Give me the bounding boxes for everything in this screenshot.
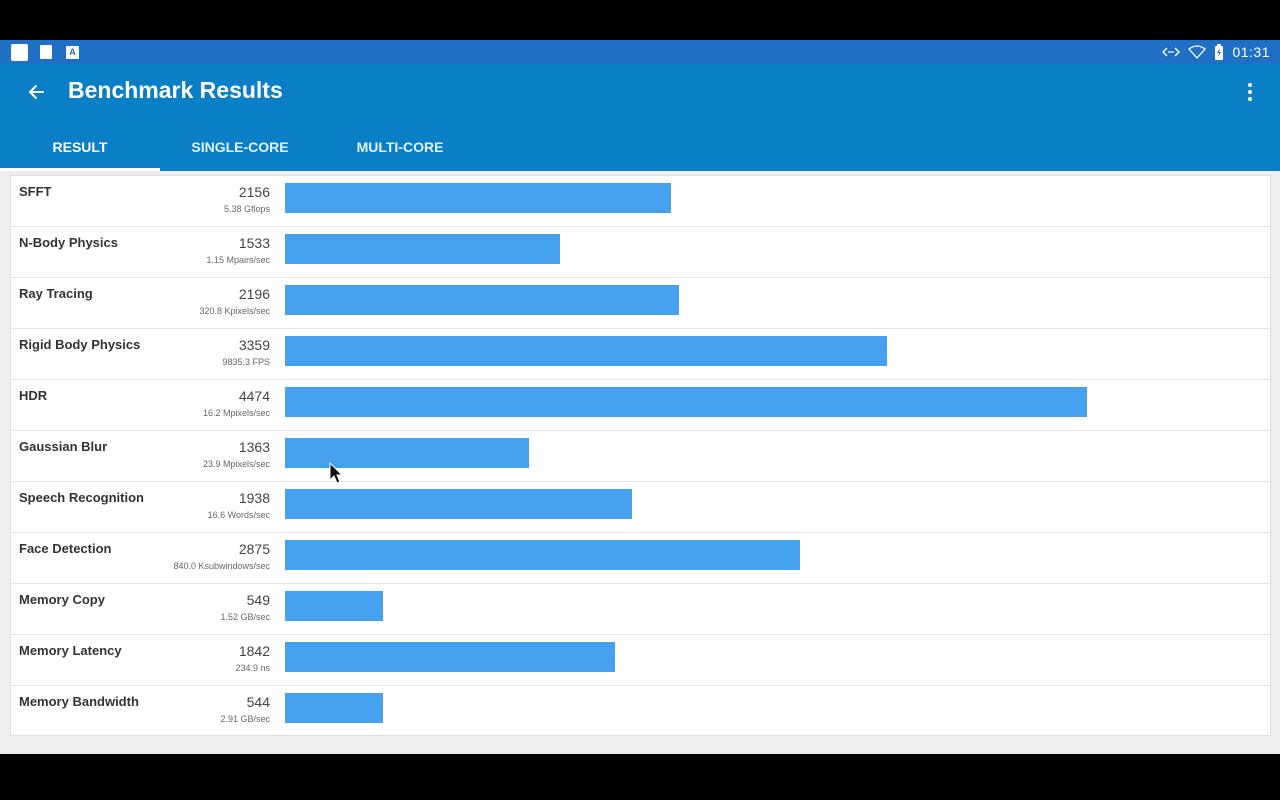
- result-detail: 16.6 Words/sec: [207, 510, 270, 520]
- result-score: 2156: [238, 184, 270, 200]
- tab-single-core[interactable]: SINGLE-CORE: [191, 139, 289, 155]
- result-bar: [285, 234, 560, 264]
- result-bar: [285, 693, 383, 723]
- overflow-menu-button[interactable]: [1238, 78, 1262, 106]
- mouse-cursor-icon: [329, 462, 344, 484]
- result-row: Ray Tracing 2196 320.8 Kpixels/sec: [11, 278, 1270, 329]
- result-row: SFFT 2156 5.38 Gflops: [11, 176, 1270, 227]
- result-bar: [285, 387, 1087, 417]
- result-score: 2875: [238, 541, 270, 557]
- result-row: HDR 4474 16.2 Mpixels/sec: [11, 380, 1270, 431]
- result-bar: [285, 285, 679, 315]
- battery-icon: [1215, 44, 1224, 60]
- result-name: Memory Latency: [19, 643, 122, 658]
- result-detail: 23.9 Mpixels/sec: [202, 459, 270, 469]
- clock: 01:31: [1232, 44, 1270, 60]
- result-name: N-Body Physics: [19, 235, 118, 250]
- keyboard-icon: A: [66, 46, 79, 59]
- notification-icon: [11, 44, 28, 61]
- result-row: Gaussian Blur 1363 23.9 Mpixels/sec: [11, 431, 1270, 482]
- result-row: Memory Copy 549 1.52 GB/sec: [11, 584, 1270, 635]
- result-name: Ray Tracing: [19, 286, 93, 301]
- result-detail: 9835.3 FPS: [222, 357, 270, 367]
- result-row: Rigid Body Physics 3359 9835.3 FPS: [11, 329, 1270, 380]
- result-name: Memory Bandwidth: [19, 694, 139, 709]
- result-score: 2196: [238, 286, 270, 302]
- result-detail: 2.91 GB/sec: [220, 714, 270, 724]
- result-detail: 1.15 Mpairs/sec: [206, 255, 270, 265]
- tab-multi-core[interactable]: MULTI-CORE: [356, 139, 444, 155]
- result-bar: [285, 183, 671, 213]
- result-bar: [285, 642, 615, 672]
- wifi-icon: [1188, 45, 1207, 59]
- result-score: 549: [246, 592, 270, 608]
- result-score: 4474: [238, 388, 270, 404]
- arrow-back-icon: [29, 85, 44, 99]
- result-bar: [285, 438, 529, 468]
- result-name: Rigid Body Physics: [19, 337, 141, 352]
- back-button[interactable]: [22, 77, 52, 107]
- result-row: Memory Bandwidth 544 2.91 GB/sec: [11, 686, 1270, 737]
- device-screen: A 01:31 Benchmark Results: [0, 40, 1280, 754]
- result-score: 544: [246, 694, 270, 710]
- result-row: Memory Latency 1842 234.9 ns: [11, 635, 1270, 686]
- result-detail: 234.9 ns: [235, 663, 270, 673]
- more-vert-icon: [1248, 83, 1252, 87]
- results-list: SFFT 2156 5.38 Gflops N-Body Physics 1533 1.1…: [10, 175, 1271, 736]
- result-row: Speech Recognition 1938 16.6 Words/sec: [11, 482, 1270, 533]
- result-detail: 840.0 Ksubwindows/sec: [173, 561, 270, 571]
- result-score: 1533: [238, 235, 270, 251]
- result-score: 3359: [238, 337, 270, 353]
- result-row: N-Body Physics 1533 1.15 Mpairs/sec: [11, 227, 1270, 278]
- sd-card-icon: [40, 45, 52, 59]
- tab-result[interactable]: RESULT: [52, 139, 108, 155]
- result-score: 1842: [238, 643, 270, 659]
- result-row: Face Detection 2875 840.0 Ksubwindows/sec: [11, 533, 1270, 584]
- result-detail: 16.2 Mpixels/sec: [202, 408, 270, 418]
- result-detail: 320.8 Kpixels/sec: [199, 306, 270, 316]
- result-name: HDR: [19, 388, 48, 403]
- result-name: Speech Recognition: [19, 490, 144, 505]
- app-bar: Benchmark Results: [0, 64, 1280, 120]
- status-icons: 01:31: [1162, 40, 1270, 64]
- result-bar: [285, 591, 383, 621]
- result-detail: 1.52 GB/sec: [220, 612, 270, 622]
- page-title: Benchmark Results: [68, 77, 283, 103]
- result-name: Gaussian Blur: [19, 439, 108, 454]
- result-name: SFFT: [19, 184, 52, 199]
- result-bar: [285, 540, 800, 570]
- result-bar: [285, 336, 887, 366]
- tab-bar: RESULT SINGLE-CORE MULTI-CORE: [0, 120, 1280, 171]
- tab-indicator: [0, 168, 160, 171]
- result-detail: 5.38 Gflops: [223, 204, 270, 214]
- result-name: Face Detection: [19, 541, 112, 556]
- result-bar: [285, 489, 632, 519]
- result-score: 1363: [238, 439, 270, 455]
- result-name: Memory Copy: [19, 592, 105, 607]
- status-bar: A 01:31: [0, 40, 1280, 64]
- code-icon: [1162, 47, 1181, 57]
- result-score: 1938: [238, 490, 270, 506]
